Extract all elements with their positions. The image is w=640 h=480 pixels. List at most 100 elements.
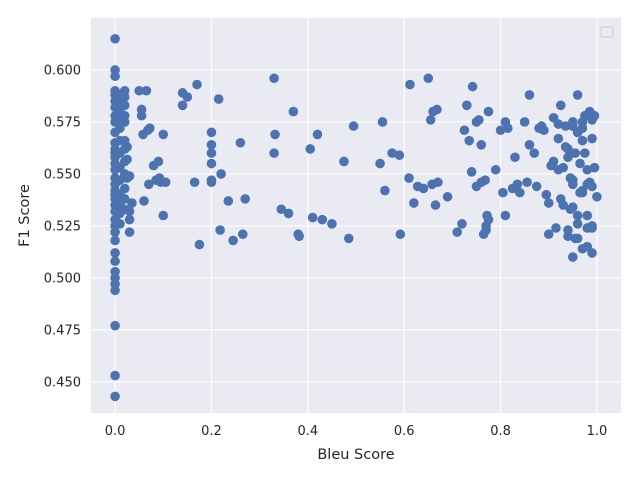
data-point bbox=[589, 162, 600, 173]
x-tick-label: 0.0 bbox=[105, 424, 126, 439]
y-tick-label: 0.525 bbox=[44, 219, 81, 234]
y-axis-label: F1 Score bbox=[17, 184, 33, 247]
data-point bbox=[206, 140, 217, 150]
data-point bbox=[543, 229, 554, 240]
x-axis-ticks: 0.0 0.2 0.4 0.6 0.8 1.0 bbox=[105, 424, 608, 439]
data-point bbox=[587, 181, 597, 192]
data-point bbox=[464, 135, 475, 146]
data-point bbox=[587, 223, 597, 233]
data-point bbox=[500, 210, 511, 221]
grid-lines bbox=[91, 18, 621, 413]
x-tick-label: 0.2 bbox=[201, 424, 222, 439]
data-point bbox=[339, 156, 349, 167]
data-point bbox=[387, 148, 397, 158]
data-point bbox=[110, 370, 120, 381]
data-point bbox=[127, 198, 137, 208]
data-point bbox=[206, 127, 217, 138]
data-point bbox=[568, 175, 578, 185]
data-point bbox=[119, 183, 130, 194]
x-tick-label: 1.0 bbox=[587, 424, 608, 439]
data-point bbox=[457, 219, 467, 229]
data-point bbox=[327, 219, 337, 229]
data-point bbox=[124, 206, 135, 217]
data-point bbox=[270, 129, 280, 140]
data-point bbox=[553, 133, 564, 144]
data-point bbox=[563, 144, 573, 154]
data-point bbox=[119, 194, 130, 204]
data-point bbox=[307, 212, 318, 223]
data-point bbox=[139, 196, 149, 206]
data-point bbox=[476, 140, 487, 150]
data-point bbox=[553, 164, 564, 175]
data-point bbox=[235, 137, 246, 148]
data-point bbox=[582, 241, 593, 252]
data-point bbox=[548, 156, 559, 167]
data-point bbox=[568, 202, 578, 212]
y-tick-label: 0.500 bbox=[44, 271, 81, 286]
data-point bbox=[283, 208, 294, 219]
data-point bbox=[394, 150, 405, 161]
data-point bbox=[467, 81, 478, 92]
data-point bbox=[587, 115, 597, 125]
data-point bbox=[577, 187, 588, 198]
data-point bbox=[575, 158, 585, 169]
data-point bbox=[551, 223, 561, 233]
data-point bbox=[510, 152, 520, 163]
data-point bbox=[563, 225, 573, 235]
data-point bbox=[553, 119, 564, 129]
data-point bbox=[519, 117, 530, 127]
data-point bbox=[515, 187, 525, 198]
data-point bbox=[582, 210, 593, 221]
data-point bbox=[555, 100, 566, 111]
x-tick-label: 0.8 bbox=[490, 424, 511, 439]
data-point bbox=[572, 210, 583, 221]
data-point bbox=[124, 171, 135, 181]
y-tick-label: 0.600 bbox=[44, 63, 81, 78]
data-point bbox=[228, 235, 238, 246]
data-point bbox=[380, 185, 390, 196]
data-point bbox=[177, 100, 188, 111]
data-point bbox=[223, 196, 234, 206]
data-point bbox=[466, 167, 477, 177]
data-point bbox=[110, 256, 120, 267]
data-point bbox=[110, 227, 120, 237]
data-point bbox=[144, 123, 155, 133]
data-point bbox=[483, 106, 494, 117]
data-point bbox=[119, 100, 130, 111]
data-point bbox=[572, 233, 583, 244]
data-point bbox=[348, 121, 359, 131]
data-point bbox=[213, 94, 224, 104]
data-point bbox=[317, 214, 328, 225]
data-point bbox=[524, 140, 535, 150]
data-point bbox=[432, 104, 442, 115]
data-point bbox=[124, 214, 135, 225]
data-point bbox=[495, 125, 506, 136]
data-point bbox=[294, 231, 304, 242]
data-point bbox=[442, 191, 453, 202]
data-point bbox=[158, 129, 169, 140]
data-point bbox=[144, 179, 154, 190]
data-point bbox=[288, 106, 299, 117]
data-point bbox=[158, 210, 169, 221]
data-point bbox=[563, 152, 573, 163]
data-point bbox=[483, 214, 494, 225]
data-point bbox=[216, 169, 226, 179]
data-point bbox=[409, 198, 419, 208]
data-point bbox=[343, 233, 354, 244]
data-point bbox=[312, 129, 323, 140]
data-point bbox=[124, 227, 135, 237]
data-point bbox=[572, 127, 583, 138]
data-point bbox=[192, 79, 202, 90]
data-point bbox=[269, 148, 279, 158]
data-point bbox=[115, 219, 125, 229]
data-point bbox=[215, 225, 225, 235]
data-point bbox=[522, 177, 532, 188]
data-point bbox=[474, 115, 484, 125]
data-point bbox=[206, 148, 217, 158]
y-tick-label: 0.550 bbox=[44, 167, 81, 182]
data-point bbox=[480, 175, 490, 185]
data-point bbox=[490, 164, 501, 175]
data-point bbox=[531, 181, 542, 192]
x-axis-label: Bleu Score bbox=[317, 447, 394, 463]
